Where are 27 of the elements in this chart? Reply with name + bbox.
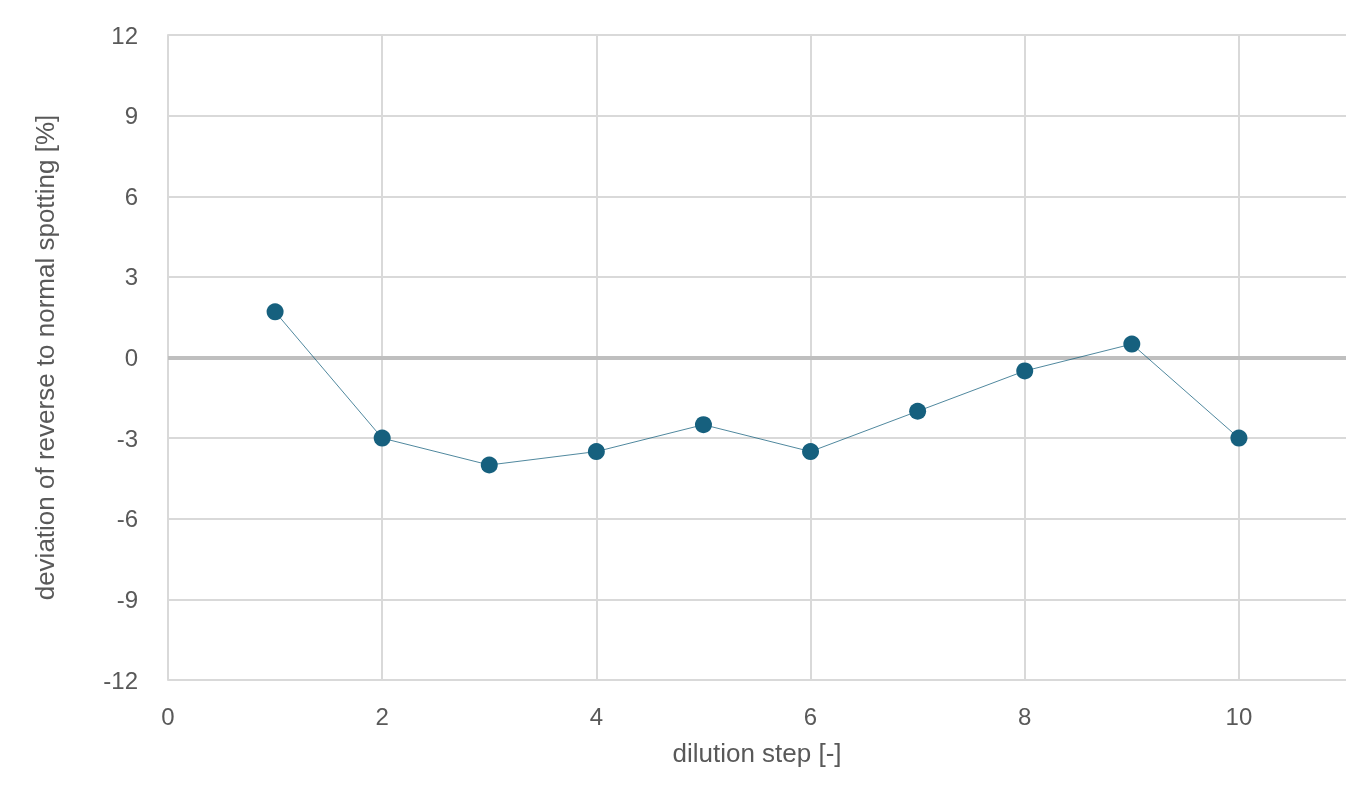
- y-tick-label: -3: [116, 424, 138, 452]
- y-tick-label: 0: [124, 344, 138, 371]
- x-tick-label: 8: [1018, 702, 1032, 730]
- point: [266, 303, 284, 321]
- y-tick-label: -9: [116, 585, 138, 613]
- point: [802, 443, 820, 461]
- point: [909, 402, 927, 420]
- x-tick-label: 2: [375, 702, 389, 730]
- y-tick-label: -12: [103, 666, 138, 694]
- point: [587, 443, 605, 461]
- x-axis-title: dilution step [-]: [672, 738, 842, 768]
- x-tick-label: 0: [161, 702, 175, 730]
- y-axis-title: deviation of reverse to normal spotting [%]: [30, 114, 60, 601]
- x-tick-label: 10: [1225, 702, 1253, 730]
- x-tick-label: 4: [589, 702, 604, 730]
- point: [373, 429, 391, 447]
- y-tick-label: 3: [124, 263, 138, 291]
- point: [1016, 362, 1034, 380]
- y-tick-label: 12: [111, 21, 138, 49]
- y-tick-label: -6: [116, 505, 138, 533]
- point: [1123, 335, 1141, 353]
- point: [1230, 429, 1248, 447]
- x-tick-label: 6: [803, 702, 818, 730]
- point: [480, 456, 498, 474]
- y-tick-label: 9: [124, 102, 138, 130]
- point: [694, 416, 712, 434]
- y-tick-label: 6: [124, 182, 138, 210]
